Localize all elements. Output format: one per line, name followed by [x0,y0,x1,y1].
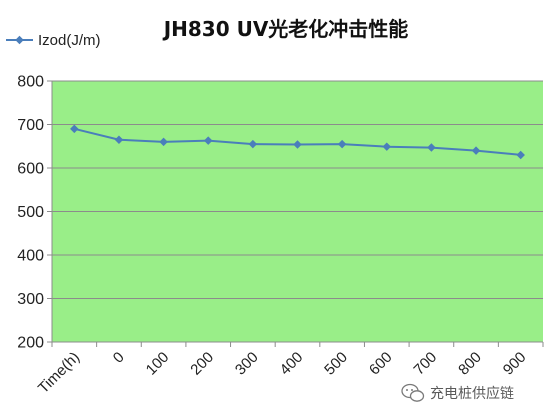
x-tick-label: 600 [366,349,396,379]
legend-label: Izod(J/m) [38,32,101,49]
data-point [248,139,258,149]
x-tick-label: 800 [455,349,485,379]
legend: Izod(J/m) [6,32,101,49]
watermark: 充电桩供应链 [401,383,514,402]
wechat-icon [401,383,425,402]
x-tick-label: 400 [277,349,307,379]
y-tick-label: 200 [17,335,44,352]
x-tick-label: 100 [143,349,173,379]
x-tick-label: 300 [232,349,262,379]
x-tick-label: Time(h) [35,349,83,397]
y-tick-label: 400 [17,248,44,265]
data-point [427,143,436,152]
watermark-text: 充电桩供应链 [430,385,514,402]
x-tick-label: 500 [321,349,351,379]
y-tick-label: 800 [17,74,44,91]
y-tick-label: 700 [17,117,44,134]
data-point [159,137,168,147]
x-tick-label: 200 [187,349,217,379]
x-tick-label: 700 [411,349,441,379]
data-point [70,124,79,134]
x-tick-label: 900 [500,349,530,379]
plot-area: 200 300 400 500 600 700 800 Time(h) 0 100 200 300 40… [17,74,544,397]
legend-diamond-marker [15,35,24,45]
y-tick-label: 300 [17,291,44,308]
data-point [114,135,124,144]
data-point [382,142,392,151]
data-point [293,140,302,149]
data-point [337,139,347,149]
y-tick-label: 500 [17,204,44,221]
data-point [203,136,213,145]
y-tick-label: 600 [17,161,44,178]
x-tick-label: 0 [110,349,128,367]
data-point [471,146,481,155]
chart-title: JH830 UV光老化冲击性能 [162,17,409,41]
